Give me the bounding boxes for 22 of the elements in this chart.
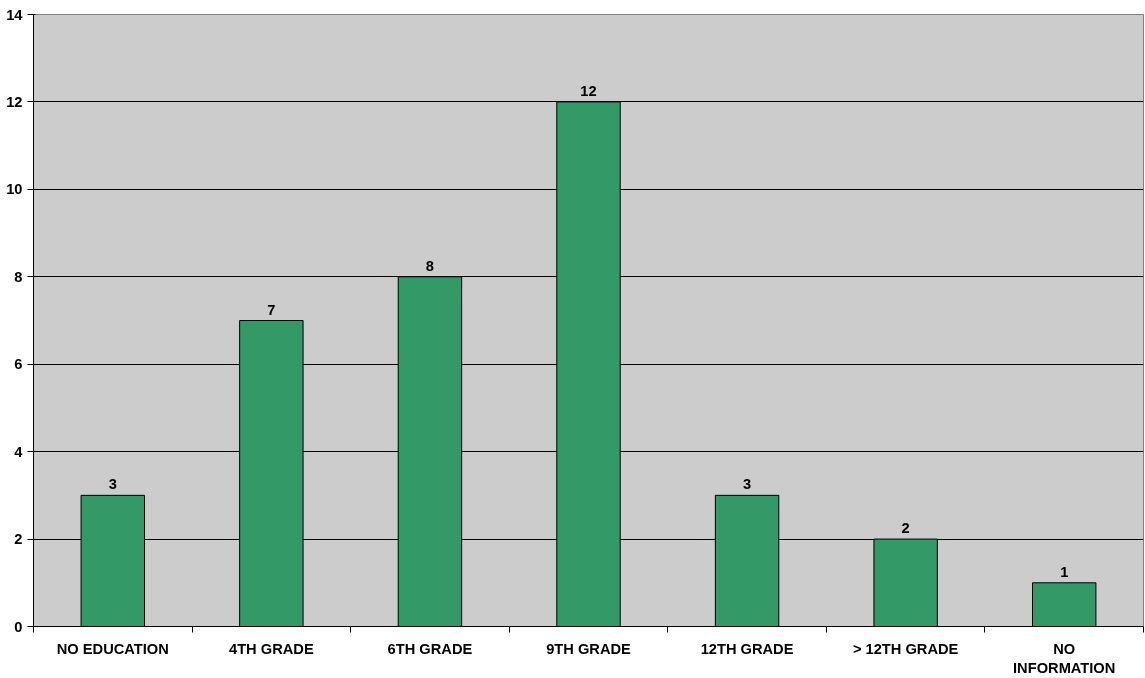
y-tick-label: 10 <box>6 181 23 198</box>
x-tick-label: 4TH GRADE <box>229 640 314 657</box>
y-tick-label: 14 <box>6 6 24 23</box>
data-label: 2 <box>901 520 910 537</box>
x-tick-label: 9TH GRADE <box>546 640 632 657</box>
data-label: 3 <box>108 476 117 493</box>
x-tick-label: 6TH GRADE <box>387 640 473 657</box>
x-tick-label: 12TH GRADE <box>700 640 794 657</box>
data-label: 8 <box>425 257 435 274</box>
data-label: 7 <box>267 301 276 318</box>
y-tick-label: 12 <box>6 93 23 110</box>
data-label: 3 <box>743 476 752 493</box>
y-tick-label: 4 <box>14 443 24 460</box>
y-tick-label: 8 <box>14 268 23 285</box>
x-tick-label: > 12TH GRADE <box>852 640 959 657</box>
x-tick-label: NO INFORMATION <box>1013 640 1116 676</box>
y-tick-label: 6 <box>14 356 23 373</box>
data-label: 1 <box>1060 563 1069 580</box>
y-tick-label: 2 <box>14 531 23 548</box>
data-label: 12 <box>580 82 597 99</box>
y-tick-label: 0 <box>14 618 23 635</box>
x-tick-label: NO EDUCATION <box>56 640 169 657</box>
